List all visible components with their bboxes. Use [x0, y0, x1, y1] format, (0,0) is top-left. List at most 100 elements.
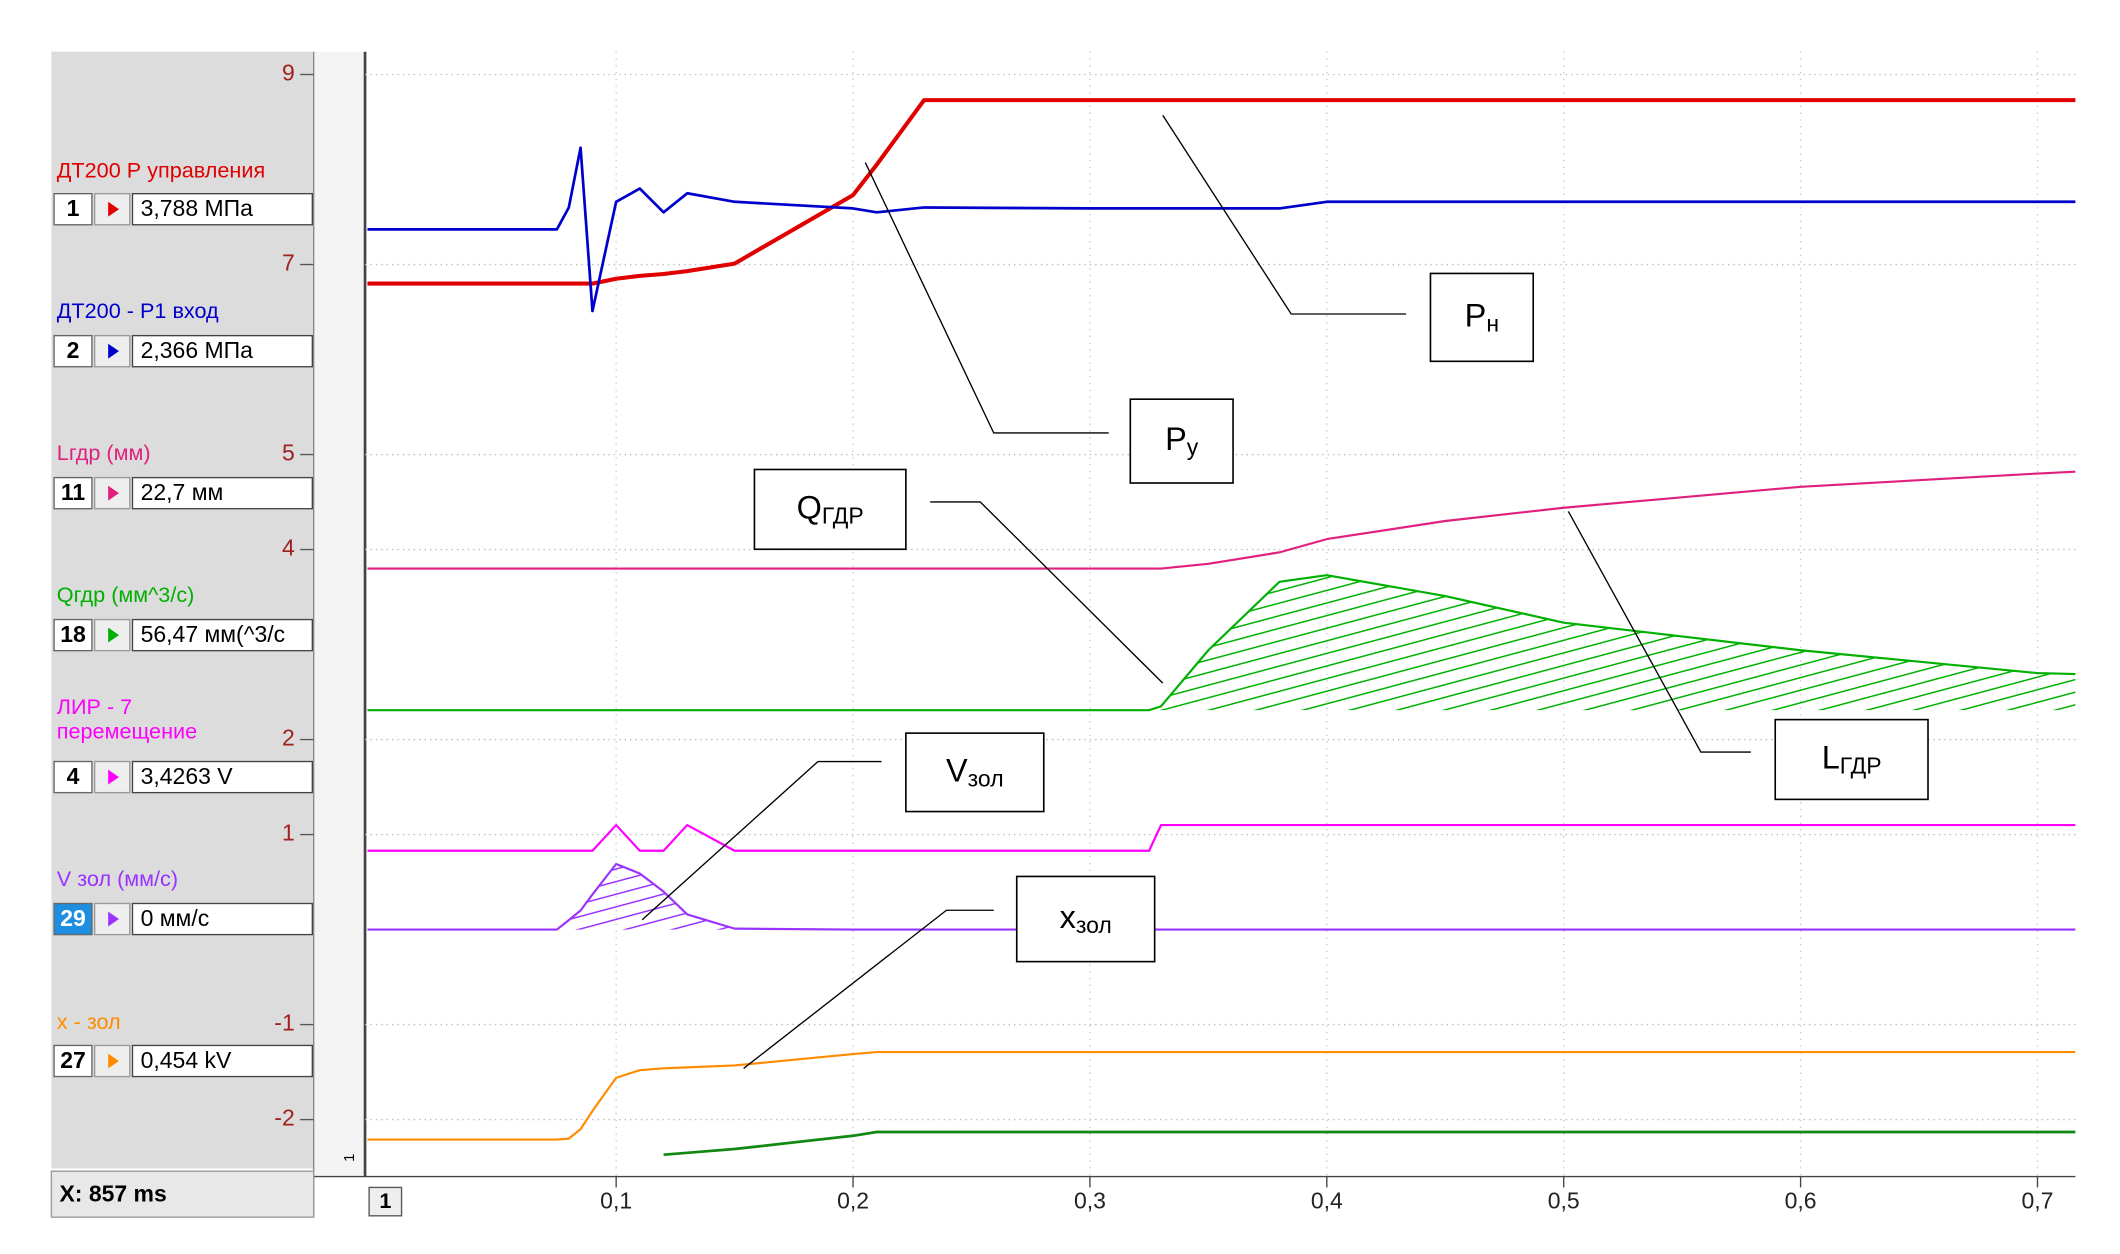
channel-name: ЛИР - 7 перемещение: [56, 696, 198, 744]
annotation: QГДР: [797, 489, 864, 529]
annotation-subscript: у: [1187, 434, 1199, 460]
annotation-box: [1129, 398, 1234, 484]
x-tick-label: 0,5: [1548, 1187, 1580, 1213]
channel-panel: [51, 51, 314, 1169]
leader-line: [930, 501, 1164, 684]
annotation-text: Q: [797, 489, 822, 525]
channel-toggle-arrow[interactable]: [108, 911, 119, 927]
trace: [367, 470, 2076, 570]
leader-line: [864, 162, 1109, 434]
channel-reading-box: [131, 192, 313, 226]
x-tick-label: 0,4: [1311, 1187, 1343, 1213]
y-tick-label: -1: [274, 1010, 294, 1036]
annotation: Vзол: [946, 752, 1004, 792]
channel-label-box: Lгдр (мм): [56, 442, 151, 466]
annotation-subscript: ГДР: [822, 503, 864, 529]
channel-toggle-arrow[interactable]: [108, 343, 119, 359]
channel-number[interactable]: 2: [67, 337, 80, 363]
annotation-box: [1429, 272, 1535, 363]
channel-reading-box: [131, 760, 313, 794]
channel-toggle-arrow[interactable]: [108, 769, 119, 785]
channel-label-box: ЛИР - 7 перемещение: [56, 696, 198, 744]
trace: [367, 574, 2076, 712]
channel-name: V зол (мм/с): [56, 868, 179, 892]
annotation-subscript: зол: [1076, 912, 1112, 938]
channel-toggle-arrow[interactable]: [108, 1053, 119, 1069]
channel-name: Qгдр (мм^3/с): [56, 584, 195, 608]
annotation: xзол: [1060, 899, 1112, 939]
annotation-subscript: ГДР: [1840, 753, 1882, 779]
channel-name: ДТ200 - Р1 вход: [56, 300, 219, 324]
annotation-text: P: [1165, 421, 1187, 457]
annotation-text: V: [946, 752, 968, 788]
annotation: Pу: [1165, 421, 1199, 461]
hatched-area: [367, 575, 2076, 711]
channel-reading: 3,4263 V: [141, 763, 234, 789]
trace: [367, 1050, 2076, 1141]
channel-reading: 0 мм/с: [141, 905, 210, 931]
annotation-text: L: [1822, 739, 1840, 775]
y-tick-label: 9: [282, 60, 295, 86]
channel-reading: 3,788 МПа: [141, 195, 254, 221]
x-tick-label: 0,3: [1074, 1187, 1106, 1213]
channel-reading: 2,366 МПа: [141, 337, 254, 363]
y-tick-label: 2: [282, 725, 295, 751]
channel-number[interactable]: 18: [60, 621, 86, 647]
channel-number[interactable]: 29: [60, 905, 86, 931]
channel-number-box[interactable]: [53, 902, 93, 936]
trace: [367, 823, 2076, 852]
page-box[interactable]: [368, 1186, 403, 1217]
annotation-box: [1774, 718, 1929, 801]
channel-reading-box: [131, 902, 313, 936]
channel-number-box[interactable]: [53, 476, 93, 510]
channel-toggle-arrow[interactable]: [108, 485, 119, 501]
channel-toggle-arrow[interactable]: [108, 201, 119, 217]
y-tick-label: -2: [274, 1105, 294, 1131]
channel-name: ДТ200 Р управления: [56, 159, 266, 183]
annotation: Pн: [1465, 297, 1499, 337]
x-tick-label: 0,2: [837, 1187, 869, 1213]
channel-number-box[interactable]: [53, 334, 93, 368]
trace: [367, 862, 2076, 931]
annotation-box: [753, 468, 907, 551]
channel-number[interactable]: 4: [67, 763, 80, 789]
channel-reading-box: [131, 334, 313, 368]
channel-reading: 0,454 kV: [141, 1047, 232, 1073]
channel-label-box: x - зол: [57, 1012, 121, 1035]
channel-label-box: Qгдр (мм^3/с): [56, 584, 195, 608]
channel-toggle-arrow[interactable]: [108, 627, 119, 643]
channel-number-box[interactable]: [53, 618, 93, 652]
channel-reading-box: [131, 1044, 313, 1078]
cursor-readout: X: 857 ms: [59, 1181, 166, 1207]
channel-number-box[interactable]: [53, 192, 93, 226]
x-tick-label: 0,6: [1785, 1187, 1817, 1213]
leader-line: [641, 760, 882, 921]
annotation-subscript: зол: [968, 766, 1004, 792]
annotation-text: P: [1465, 297, 1487, 333]
channel-number-box[interactable]: [53, 760, 93, 794]
channel-reading-box: [131, 476, 313, 510]
y-tick-label: 1: [282, 820, 295, 846]
channel-label-box: ДТ200 Р управления: [56, 159, 266, 183]
y-axis-panel: [313, 51, 366, 1177]
annotation-box: [905, 732, 1045, 813]
annotation-text: x: [1060, 899, 1076, 935]
channel-number[interactable]: 27: [60, 1047, 86, 1073]
channel-reading: 22,7 мм: [141, 479, 224, 505]
trace: [367, 146, 2076, 313]
x-tick-label: 0,1: [600, 1187, 632, 1213]
leader-line: [743, 909, 994, 1069]
channel-name: Lгдр (мм): [56, 442, 151, 466]
y-tick-label: 7: [282, 250, 295, 276]
y-tick-label: 4: [282, 535, 295, 561]
x-tick-label: 0,7: [2022, 1187, 2054, 1213]
channel-number[interactable]: 11: [61, 479, 86, 505]
channel-number-box[interactable]: [53, 1044, 93, 1078]
channel-label-box: V зол (мм/с): [56, 868, 179, 892]
channel-number[interactable]: 1: [67, 195, 80, 221]
page-number[interactable]: 1: [379, 1188, 391, 1213]
cursor-box: [50, 1170, 315, 1218]
channel-toggle[interactable]: [93, 334, 131, 368]
channel-label-box: ДТ200 - Р1 вход: [56, 300, 219, 324]
